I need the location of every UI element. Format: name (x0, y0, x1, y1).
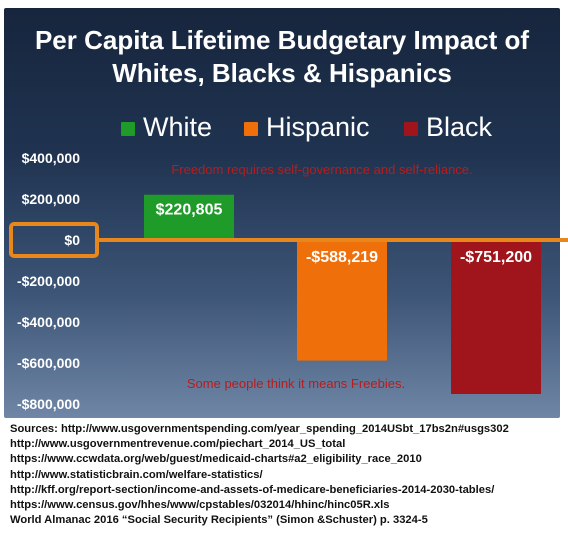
legend-label-white: White (143, 112, 213, 142)
source-line: Sources: http://www.usgovernmentspending… (10, 423, 509, 435)
source-line: World Almanac 2016 “Social Security Reci… (10, 514, 428, 527)
bar-white (144, 194, 234, 240)
legend-swatch-white (121, 122, 135, 136)
y-tick-label: -$200,000 (17, 273, 80, 289)
chart-title-line-1: Per Capita Lifetime Budgetary Impact of (34, 25, 530, 55)
data-label-hispanic: -$588,219 (306, 249, 378, 266)
data-label-white: $220,805 (156, 202, 223, 219)
y-tick-label: $0 (64, 232, 80, 248)
data-labels: $220,805 -$588,219 -$751,200 (156, 202, 533, 266)
chart-panel: Per Capita Lifetime Budgetary Impact of … (4, 8, 560, 418)
chart-plot: $400,000 $200,000 $0 -$200,000 -$400,000 -$60… (9, 150, 568, 412)
source-line: https://www.ccwdata.org/web/guest/medica… (10, 453, 422, 466)
bar-hispanic (297, 240, 387, 361)
y-tick-label: -$800,000 (17, 396, 80, 412)
annotation-bottom: Some people think it means Freebies. (187, 376, 405, 391)
legend-swatch-hispanic (244, 122, 258, 136)
y-tick-label: -$600,000 (17, 355, 80, 371)
legend-swatch-black (404, 122, 418, 136)
source-line: http://kff.org/report-section/income-and… (10, 483, 495, 496)
legend-label-black: Black (426, 112, 493, 142)
legend-label-hispanic: Hispanic (266, 112, 370, 142)
y-axis-ticks: $400,000 $200,000 $0 -$200,000 -$400,000 -$60… (17, 150, 80, 412)
annotation-top: Freedom requires self-governance and sel… (171, 162, 472, 177)
zero-line-group (9, 222, 568, 258)
chart-title: Per Capita Lifetime Budgetary Impact of … (4, 24, 560, 90)
zero-highlight-box (9, 222, 99, 258)
source-line: http://www.usgovernmentrevenue.com/piech… (10, 438, 346, 451)
chart-title-line-2: Whites, Blacks & Hispanics (112, 58, 452, 88)
y-tick-label: $200,000 (22, 191, 81, 207)
data-label-black: -$751,200 (460, 249, 532, 266)
source-line: https://www.census.gov/hhes/www/cpstable… (10, 499, 390, 512)
y-tick-label: -$400,000 (17, 314, 80, 330)
bar-black (451, 240, 541, 394)
sources-list: Sources: http://www.usgovernmentspending… (10, 422, 562, 528)
y-tick-label: $400,000 (22, 150, 81, 166)
chart-legend: White Hispanic Black (4, 111, 560, 145)
source-line: http://www.statisticbrain.com/welfare-st… (10, 468, 263, 481)
bar-series (144, 194, 541, 394)
